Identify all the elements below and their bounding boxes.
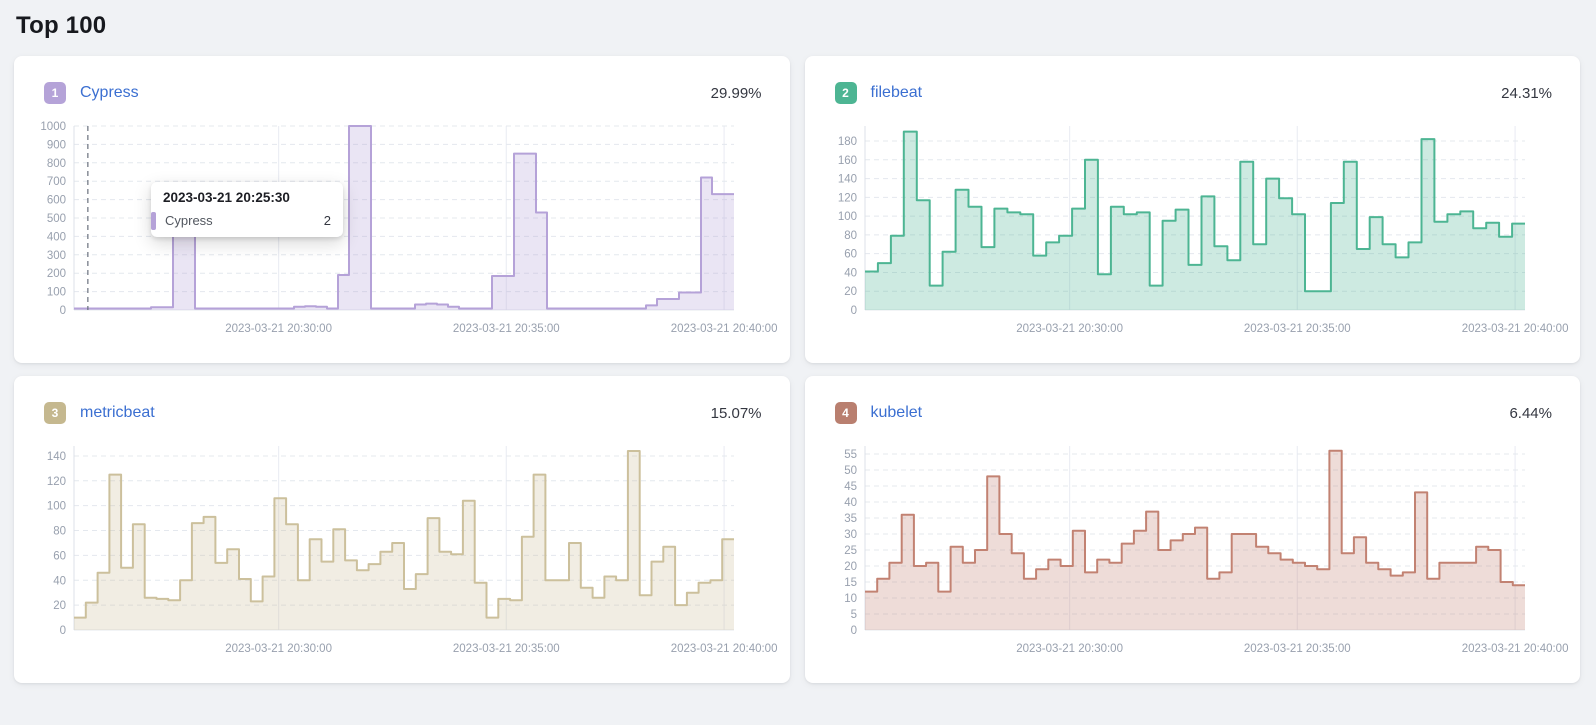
y-axis-label: 1000: [40, 121, 66, 133]
tooltip-series-row: Cypress 2: [151, 212, 331, 230]
y-axis-label: 500: [47, 213, 66, 225]
x-axis-label: 2023-03-21 20:30:00: [225, 643, 332, 655]
y-axis-label: 20: [844, 561, 857, 573]
y-axis-label: 800: [47, 158, 66, 170]
series-name-link[interactable]: metricbeat: [80, 404, 155, 421]
x-axis-label: 2023-03-21 20:40:00: [1461, 643, 1568, 655]
y-axis-label: 140: [47, 451, 66, 463]
chart-svg: 2023-03-21 20:30:00 2023-03-21 20:35:00 20…: [47, 446, 778, 655]
y-axis-label: 50: [844, 465, 857, 477]
y-axis-label: 10: [844, 593, 857, 605]
y-axis-label: 15: [844, 577, 857, 589]
rank-badge: 1: [44, 82, 66, 104]
y-axis-label: 100: [47, 287, 66, 299]
series-line: [864, 130, 1525, 293]
chart-canvas-filebeat[interactable]: 2023-03-21 20:30:00 2023-03-21 20:35:00 20…: [819, 114, 1568, 344]
tooltip-color-chip: [151, 212, 156, 230]
card-header: 3 metricbeat 15.07%: [14, 376, 790, 424]
card-header: 4 kubelet 6.44%: [805, 376, 1581, 424]
chart-tooltip: 2023-03-21 20:25:30 Cypress 2: [151, 182, 343, 237]
y-axis-label: 40: [844, 497, 857, 509]
x-axis-label: 2023-03-21 20:35:00: [453, 323, 560, 335]
percent-value: 24.31%: [1501, 84, 1552, 102]
series-line: [864, 449, 1525, 593]
y-axis-label: 100: [837, 211, 856, 223]
chart-canvas-cypress[interactable]: 2023-03-21 20:30:00 2023-03-21 20:35:00 20…: [28, 114, 778, 344]
series-name-link[interactable]: Cypress: [80, 84, 139, 101]
page-title: Top 100: [16, 12, 107, 39]
percent-value: 29.99%: [710, 84, 762, 102]
tooltip-series-value: 2: [323, 213, 331, 228]
y-axis-label: 900: [47, 139, 66, 151]
y-axis-label: 60: [844, 249, 857, 261]
percent-value: 15.07%: [710, 404, 762, 422]
chart-svg: 2023-03-21 20:30:00 2023-03-21 20:35:00 20…: [40, 121, 778, 335]
y-axis-label: 45: [844, 481, 857, 493]
y-axis-label: 160: [837, 155, 856, 167]
chart-grid: 1 Cypress 29.99% 2023-03-21 20:30:00 2023…: [14, 56, 1580, 683]
y-axis-label: 0: [60, 625, 66, 637]
series-area-fill: [864, 131, 1525, 310]
chart-card-filebeat: 2 filebeat 24.31% 2023-03-21 20:30:00 202…: [804, 56, 1581, 363]
chart-card-kubelet: 4 kubelet 6.44% 2023-03-21 20:30:00 2023-…: [804, 376, 1581, 683]
y-axis-label: 60: [53, 550, 66, 562]
card-header: 2 filebeat 24.31%: [805, 56, 1581, 104]
y-axis-label: 0: [850, 305, 856, 317]
series-name-link[interactable]: filebeat: [870, 84, 923, 101]
y-axis-label: 25: [844, 545, 857, 557]
y-axis-label: 55: [844, 449, 857, 461]
rank-badge: 3: [44, 402, 66, 424]
x-axis-label: 2023-03-21 20:30:00: [225, 323, 332, 335]
x-axis-label: 2023-03-21 20:30:00: [1016, 643, 1123, 655]
chart-card-cypress: 1 Cypress 29.99% 2023-03-21 20:30:00 2023…: [14, 56, 790, 363]
rank-badge: 2: [834, 82, 857, 104]
x-axis-label: 2023-03-21 20:40:00: [1461, 323, 1568, 335]
percent-value: 6.44%: [1509, 404, 1552, 422]
y-axis-label: 100: [47, 501, 66, 513]
rank-badge: 4: [834, 402, 857, 424]
series-name-link[interactable]: kubelet: [870, 404, 923, 421]
series-area-fill: [864, 450, 1525, 630]
tooltip-timestamp: 2023-03-21 20:25:30: [163, 190, 290, 205]
y-axis-label: 140: [837, 174, 856, 186]
y-axis-label: 200: [47, 268, 66, 280]
y-axis-label: 300: [47, 250, 66, 262]
x-axis-label: 2023-03-21 20:35:00: [453, 643, 560, 655]
y-axis-label: 700: [47, 176, 66, 188]
y-axis-label: 120: [837, 192, 856, 204]
chart-svg: 2023-03-21 20:30:00 2023-03-21 20:35:00 20…: [837, 126, 1568, 335]
y-axis-label: 600: [47, 195, 66, 207]
tooltip-series-label: Cypress: [165, 213, 213, 228]
y-axis-label: 40: [53, 575, 66, 587]
x-axis-label: 2023-03-21 20:30:00: [1016, 323, 1123, 335]
y-axis-label: 20: [53, 600, 66, 612]
y-axis-label: 40: [844, 267, 857, 279]
x-axis-label: 2023-03-21 20:35:00: [1243, 323, 1350, 335]
chart-card-metricbeat: 3 metricbeat 15.07% 2023-03-21 20:30:00 2…: [14, 376, 790, 683]
series-area-fill: [74, 451, 734, 630]
y-axis-label: 400: [47, 231, 66, 243]
y-axis-label: 80: [53, 526, 66, 538]
y-axis-label: 180: [837, 136, 856, 148]
y-axis-label: 0: [60, 305, 66, 317]
card-header: 1 Cypress 29.99%: [14, 56, 790, 104]
y-axis-label: 0: [850, 625, 856, 637]
x-axis-label: 2023-03-21 20:40:00: [671, 643, 778, 655]
chart-canvas-metricbeat[interactable]: 2023-03-21 20:30:00 2023-03-21 20:35:00 20…: [28, 434, 778, 664]
x-axis-label: 2023-03-21 20:35:00: [1243, 643, 1350, 655]
chart-svg: 2023-03-21 20:30:00 2023-03-21 20:35:00 20…: [844, 446, 1568, 655]
x-axis-label: 2023-03-21 20:40:00: [671, 323, 778, 335]
y-axis-label: 120: [47, 476, 66, 488]
series-line: [74, 450, 734, 619]
chart-canvas-kubelet[interactable]: 2023-03-21 20:30:00 2023-03-21 20:35:00 20…: [819, 434, 1568, 664]
y-axis-label: 80: [844, 230, 857, 242]
y-axis-label: 35: [844, 513, 857, 525]
y-axis-label: 20: [844, 286, 857, 298]
series-line: [74, 125, 734, 310]
y-axis-label: 30: [844, 529, 857, 541]
y-axis-label: 5: [850, 609, 856, 621]
